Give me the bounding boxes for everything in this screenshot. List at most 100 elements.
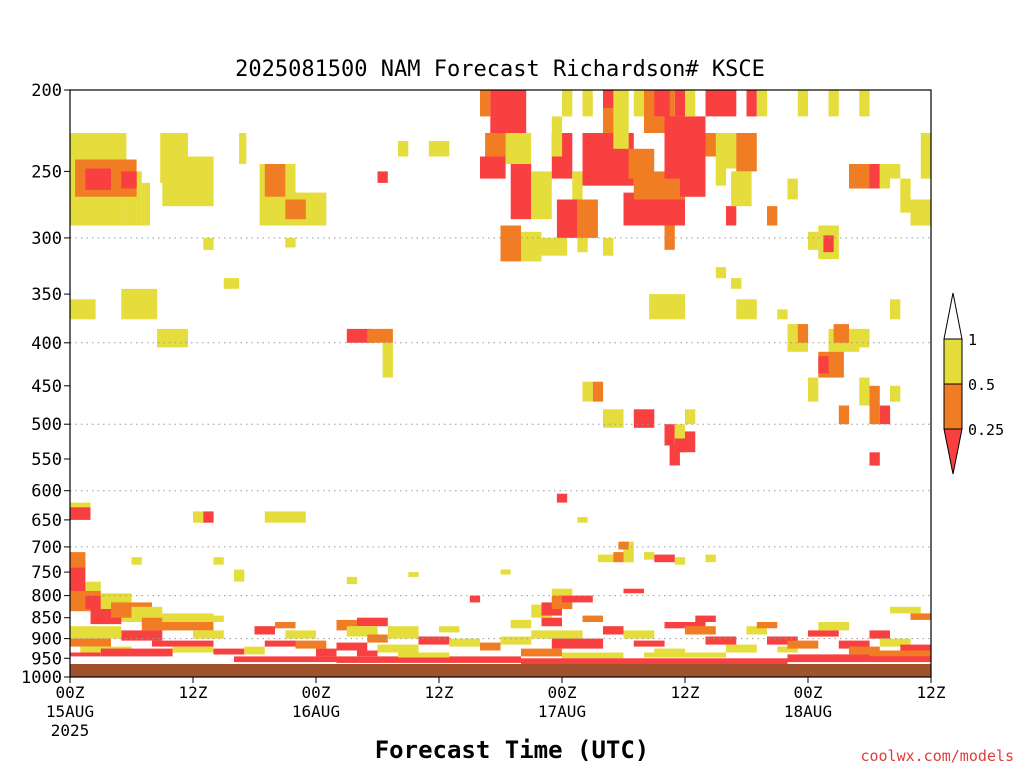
ri-cell-128 (613, 552, 624, 563)
plot-frame (69, 89, 932, 678)
y-tick-label-500: 500 (31, 415, 62, 435)
ri-cell-46 (603, 237, 614, 256)
ri-cell-194 (521, 658, 685, 664)
ri-cell-34 (541, 237, 568, 256)
ri-cell-176 (449, 638, 481, 647)
ri-cell-120 (264, 511, 306, 523)
ri-cell-65 (756, 90, 768, 117)
ri-cell-87 (736, 299, 757, 320)
ri-cell-191 (551, 638, 604, 649)
ri-cell-39 (562, 90, 573, 117)
ri-cell-131 (644, 552, 655, 560)
x-tick-label-6-0: 00Z (794, 683, 823, 702)
ri-cell-20 (223, 278, 240, 289)
ri-cell-124 (346, 576, 358, 584)
ri-cell-21 (285, 237, 296, 248)
ri-cell-16 (70, 299, 96, 320)
ri-cell-116 (70, 505, 91, 520)
ri-cell-78 (910, 199, 931, 226)
x-tick-label-6-1: 18AUG (784, 702, 832, 721)
ri-cell-126 (500, 569, 511, 575)
plot-cells (70, 90, 932, 664)
color-legend: 1 0.5 0.25 (943, 292, 1004, 475)
ri-cell-209 (777, 646, 798, 653)
ri-cell-56 (679, 171, 706, 197)
ground-layer (70, 664, 931, 677)
ri-cell-15 (428, 141, 450, 157)
ri-cell-178 (469, 595, 481, 603)
ri-cell-183 (510, 619, 532, 629)
ri-cell-188 (551, 588, 573, 596)
legend-yellow-band (943, 338, 963, 385)
y-tick-label-550: 550 (31, 450, 62, 470)
ri-cell-156 (152, 640, 214, 647)
ri-cell-10 (264, 164, 286, 197)
ri-cell-28 (480, 156, 506, 179)
ri-cell-162 (275, 622, 296, 629)
ri-cell-137 (70, 567, 86, 591)
ri-cell-214 (849, 646, 880, 655)
ri-cell-166 (234, 656, 337, 663)
ri-cell-125 (408, 572, 419, 577)
ri-cell-72 (859, 90, 870, 117)
ri-cell-23 (367, 328, 393, 343)
ri-cell-98 (859, 377, 870, 406)
ri-cell-6 (141, 182, 150, 226)
y-tick-label-350: 350 (31, 285, 62, 305)
ri-cell-79 (920, 133, 932, 179)
ri-cell-115 (577, 517, 588, 523)
ri-cell-71 (828, 90, 839, 117)
x-tick-label-0-0: 00Z (56, 683, 85, 702)
ri-cell-175 (418, 636, 450, 645)
ri-cell-133 (674, 557, 686, 565)
ri-cell-99 (869, 385, 880, 425)
y-tick-label-900: 900 (31, 630, 62, 650)
ri-cell-45 (613, 90, 629, 149)
x-tick-label-4-0: 00Z (548, 683, 577, 702)
y-tick-label-850: 850 (31, 609, 62, 629)
ri-cell-22 (346, 328, 373, 343)
ri-cell-40 (582, 90, 593, 117)
ri-cell-75 (879, 164, 891, 189)
ri-cell-69 (787, 178, 798, 200)
y-tick-label-950: 950 (31, 649, 62, 669)
ri-cell-119 (203, 511, 214, 523)
ri-cell-36 (551, 116, 563, 157)
ri-cell-88 (777, 309, 788, 320)
legend-arrow-top (943, 292, 963, 340)
y-tick-label-450: 450 (31, 377, 62, 397)
ri-cell-203 (705, 636, 737, 645)
ri-cell-55 (664, 116, 706, 179)
ri-cell-208 (767, 636, 798, 645)
ri-cell-41 (572, 171, 583, 200)
ri-cell-33 (521, 231, 542, 262)
y-tick-label-750: 750 (31, 563, 62, 583)
ri-cell-113 (685, 431, 696, 453)
ri-cell-47 (577, 237, 588, 253)
ri-cell-198 (633, 640, 665, 647)
ri-cell-112 (685, 409, 696, 425)
ri-cell-205 (685, 658, 788, 664)
ri-cell-168 (357, 617, 388, 627)
ri-cell-67 (731, 171, 752, 207)
ri-cell-196 (603, 626, 624, 635)
y-tick-label-300: 300 (31, 229, 62, 249)
ri-cell-221 (869, 650, 931, 657)
y-tick-label-200: 200 (31, 81, 62, 101)
ri-cell-106 (603, 409, 624, 428)
ri-cell-149 (213, 615, 224, 622)
ri-cell-108 (664, 424, 675, 446)
ri-cell-163 (285, 630, 317, 639)
ri-cell-147 (172, 622, 214, 631)
ri-cell-181 (480, 642, 501, 651)
ri-cell-213 (838, 640, 870, 649)
ri-cell-158 (213, 648, 245, 655)
ri-cell-86 (731, 278, 742, 289)
ri-cell-135 (623, 588, 644, 594)
ri-cell-74 (869, 164, 880, 189)
legend-label-1: 0.5 (968, 376, 995, 394)
legend-label-0: 1 (968, 331, 977, 349)
y-tick-label-800: 800 (31, 587, 62, 607)
legend-orange-band (943, 383, 963, 430)
ri-cell-31 (531, 171, 552, 220)
